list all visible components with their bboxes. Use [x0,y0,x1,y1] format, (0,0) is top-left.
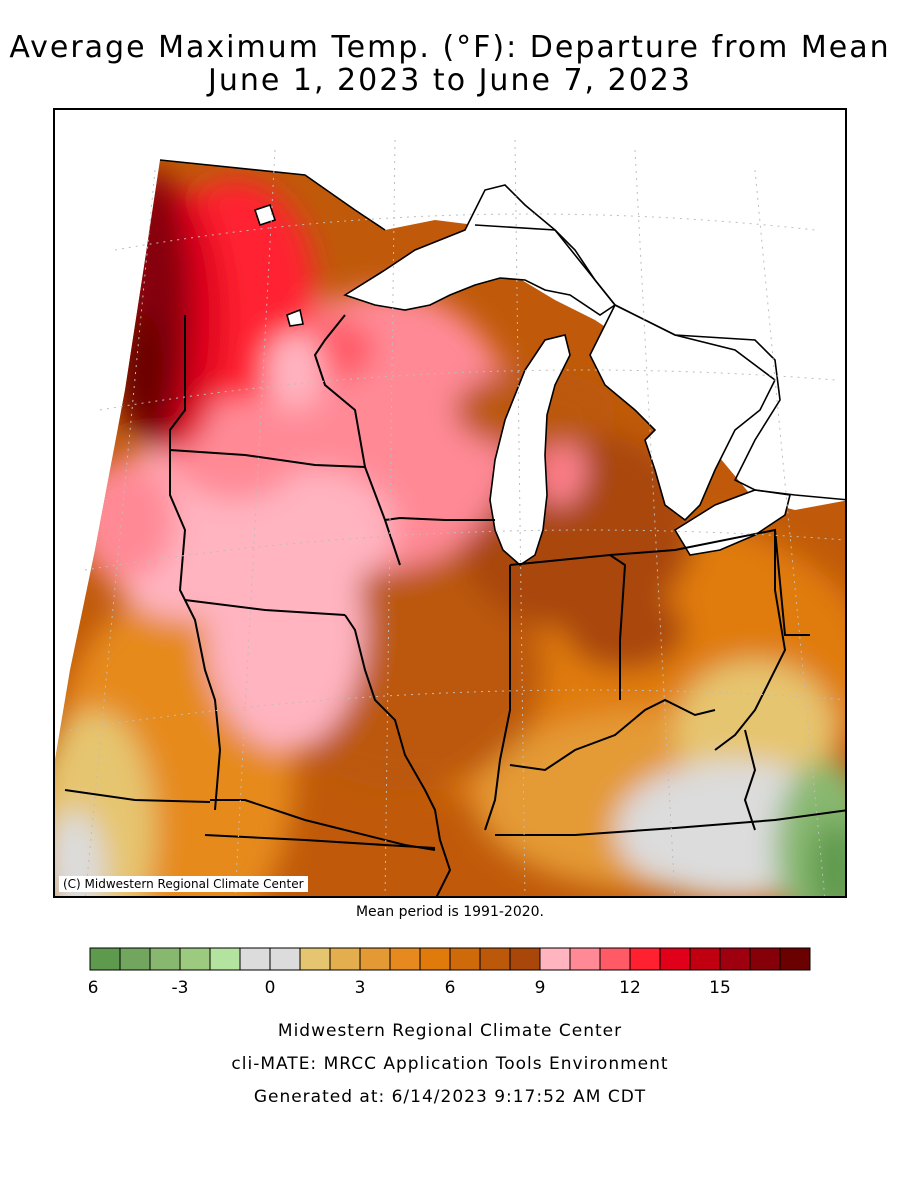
lake-huron [589,303,777,522]
legend-swatch [449,947,481,971]
legend-tick-label: 6 [445,978,456,997]
legend-swatch [749,947,781,971]
legend-tick-label: 0 [265,978,276,997]
legend-swatch [779,947,811,971]
lake-erie [673,489,791,556]
lake-of-woods [286,308,304,327]
lake-michigan [489,334,571,567]
legend-swatch [89,947,121,971]
footer-generated: Generated at: 6/14/2023 9:17:52 AM CDT [253,1087,647,1107]
legend-tick-label: -6 [89,978,98,997]
great-lakes [253,184,791,567]
legend-swatch [119,947,151,971]
legend-swatch [359,947,391,971]
map-title-line1: Average Maximum Temp. (°F): Departure fr… [9,30,891,65]
footer-tool: cli-MATE: MRCC Application Tools Environ… [231,1054,669,1074]
legend-swatch [149,947,181,971]
map-frame: (C) Midwestern Regional Climate Center [53,108,847,898]
legend-swatch [239,947,271,971]
legend-swatch [719,947,751,971]
legend-swatch [689,947,721,971]
legend-swatch [659,947,691,971]
legend-tick-label: 3 [355,978,366,997]
state-borders [64,314,845,896]
legend-swatch [509,947,541,971]
departure-map [55,139,845,896]
lat-lon-grid [69,139,845,896]
legend-swatch [419,947,451,971]
legend-bar: -6 -3 0 3 6 9 12 15 [82,947,811,998]
legend-swatch [599,947,631,971]
legend-swatch [389,947,421,971]
legend-tick-label: -3 [172,978,189,997]
legend-swatch [179,947,211,971]
lake-winnipeg-area [253,203,277,227]
legend-swatch [269,947,301,971]
legend-swatch [629,947,661,971]
footer-org: Midwestern Regional Climate Center [277,1021,623,1041]
legend-swatch [539,947,571,971]
legend-tick-label: 9 [535,978,546,997]
legend-swatch [329,947,361,971]
color-legend: -6 -3 0 3 6 9 12 15 [82,947,819,1001]
lake-superior [343,184,617,316]
legend-swatch [299,947,331,971]
legend-swatch [479,947,511,971]
map-title-line2: June 1, 2023 to June 7, 2023 [208,63,692,98]
legend-swatch [209,947,241,971]
legend-tick-label: 12 [619,978,641,997]
map-credit: (C) Midwestern Regional Climate Center [59,876,308,892]
legend-tick-label: 15 [709,978,731,997]
mean-period-note: Mean period is 1991-2020. [355,904,545,920]
legend-swatch [569,947,601,971]
